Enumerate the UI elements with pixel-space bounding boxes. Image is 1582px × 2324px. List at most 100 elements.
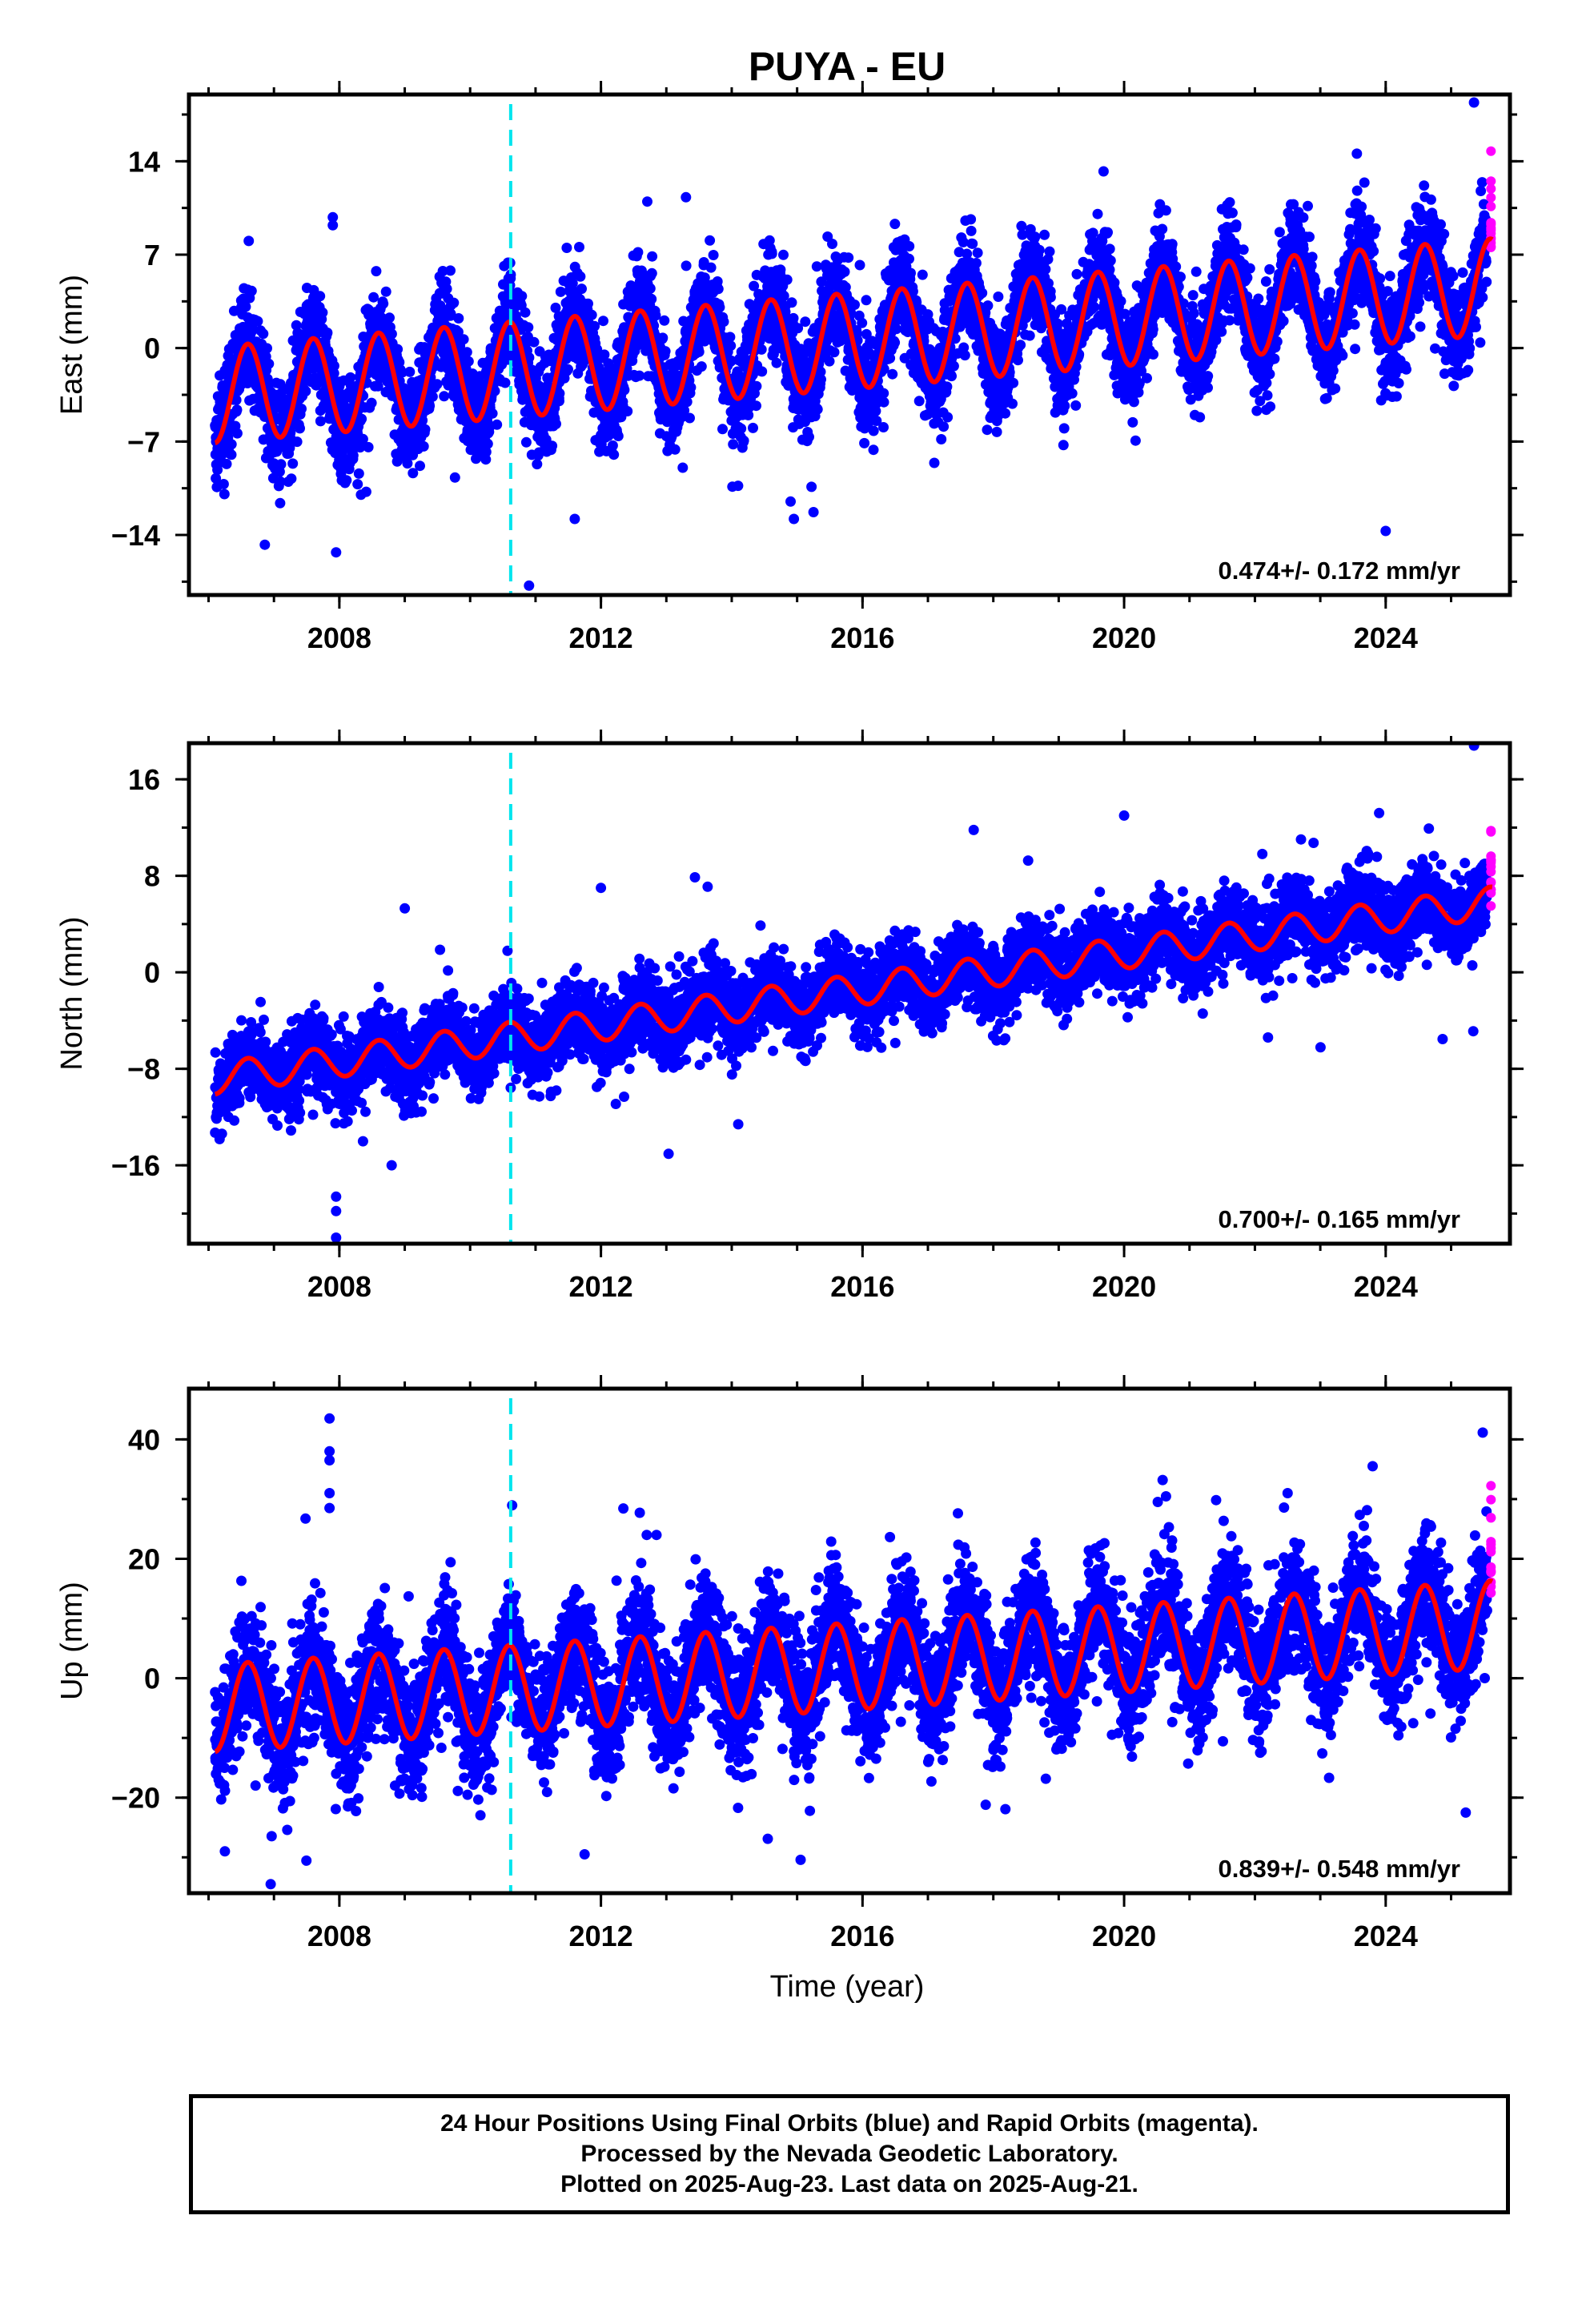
final-orbit-point [372,380,383,392]
final-orbit-point [808,507,819,517]
final-orbit-point [705,235,716,246]
final-orbit-point [231,395,242,405]
final-orbit-point [705,262,717,273]
final-orbit-point [1052,318,1063,329]
final-orbit-point [970,258,982,268]
final-orbit-point [717,424,728,435]
final-orbit-point [598,316,608,327]
final-orbit-point [650,310,661,321]
final-orbit-point [441,283,452,295]
final-orbit-point [685,382,697,393]
final-orbit-point [574,242,584,252]
final-orbit-point [1089,301,1100,312]
final-orbit-point [427,391,438,402]
final-orbit-point [345,372,356,383]
final-orbit-point [857,317,868,328]
final-orbit-point [859,437,870,448]
final-orbit-point [561,243,572,253]
final-orbit-point [1059,400,1070,412]
final-orbit-point [439,391,450,402]
final-orbit-point [993,292,1004,302]
final-orbit-point [371,266,382,277]
final-orbit-point [523,322,534,333]
final-orbit-point [448,297,460,308]
final-orbit-point [778,249,789,260]
final-orbit-point [356,413,367,424]
final-orbit-point [420,424,431,435]
final-orbit-point [408,468,419,479]
final-orbit-point [878,422,889,432]
final-orbit-point [360,486,371,497]
final-orbit-point [938,421,950,432]
final-orbit-point [246,285,257,296]
final-orbit-point [751,400,761,412]
final-orbit-point [295,423,305,434]
final-orbit-point [1013,355,1023,366]
final-orbit-point [619,384,630,396]
final-orbit-point [432,379,443,390]
final-orbit-point [547,440,558,452]
final-orbit-point [275,459,287,470]
data-points [210,97,1496,591]
final-orbit-point [1030,231,1041,243]
final-orbit-point [1105,255,1116,266]
final-orbit-point [532,459,543,470]
final-orbit-point [685,412,695,424]
final-orbit-point [449,472,460,483]
final-orbit-point [445,265,456,276]
final-orbit-point [967,238,978,249]
final-orbit-point [946,371,957,382]
final-orbit-point [748,422,758,433]
final-orbit-point [1044,246,1055,257]
final-orbit-point [913,396,925,407]
final-orbit-point [392,344,404,355]
final-orbit-point [226,449,237,460]
final-orbit-point [713,283,724,295]
final-orbit-point [1147,324,1158,335]
final-orbit-point [482,438,493,449]
final-orbit-point [366,397,377,408]
final-orbit-point [756,344,767,355]
final-orbit-point [296,404,307,414]
final-orbit-point [644,283,656,294]
final-orbit-point [966,225,977,236]
final-orbit-point [861,295,872,306]
final-orbit-point [1142,372,1152,384]
final-orbit-point [738,435,749,446]
final-orbit-point [806,481,817,493]
final-orbit-point [437,266,448,276]
final-orbit-point [972,247,983,259]
final-orbit-point [418,440,429,452]
final-orbit-point [275,497,286,509]
final-orbit-point [816,374,826,385]
final-orbit-point [487,408,498,419]
final-orbit-point [355,442,366,453]
final-orbit-point [843,252,854,263]
final-orbit-point [219,489,230,500]
final-orbit-point [696,361,707,372]
final-orbit-point [262,373,273,384]
final-orbit-point [275,476,286,487]
final-orbit-point [948,360,959,372]
final-orbit-point [461,347,472,358]
final-orbit-point [341,475,352,486]
final-orbit-point [889,219,901,230]
final-orbit-point [936,434,947,444]
final-orbit-point [575,271,586,282]
final-orbit-point [829,347,840,358]
final-orbit-point [660,346,671,357]
final-orbit-point [1024,330,1035,341]
final-orbit-point [733,480,744,492]
final-orbit-point [458,334,469,345]
final-orbit-point [352,479,363,490]
final-orbit-point [563,364,573,375]
final-orbit-point [725,340,737,352]
final-orbit-point [315,291,326,302]
final-orbit-point [1098,166,1109,177]
final-orbit-point [607,440,618,451]
final-orbit-point [728,439,739,450]
final-orbit-point [942,412,954,423]
final-orbit-point [1040,263,1051,275]
